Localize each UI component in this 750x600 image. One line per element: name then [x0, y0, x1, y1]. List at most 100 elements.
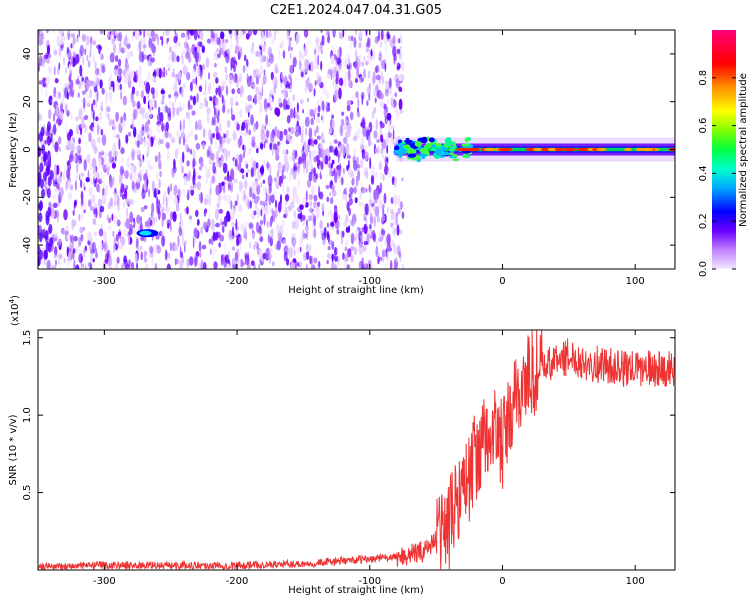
heatmap-speckle: [202, 142, 205, 150]
heatmap-speckle: [247, 30, 253, 37]
heatmap-speckle: [343, 71, 348, 81]
heatmap-speckle: [383, 107, 388, 119]
heatmap-speckle: [281, 71, 285, 81]
heatmap-speckle: [326, 74, 332, 79]
heatmap-speckle: [395, 108, 400, 120]
heatmap-speckle: [176, 55, 180, 63]
heatmap-speckle: [268, 106, 273, 111]
heatmap-speckle: [80, 263, 85, 268]
heatmap-speckle: [326, 30, 329, 37]
heatmap-speckle: [353, 186, 357, 195]
heatmap-speckle: [192, 148, 196, 160]
heatmap-speckle: [381, 149, 386, 160]
heatmap-speckle: [165, 141, 170, 149]
signal-onset-speckle: [401, 141, 406, 145]
heatmap-speckle: [77, 75, 79, 80]
signal-onset-speckle: [404, 139, 413, 144]
heatmap-speckle: [216, 113, 220, 123]
heatmap-speckle: [119, 83, 123, 91]
heatmap-speckle: [57, 175, 62, 184]
heatmap-speckle: [199, 30, 204, 41]
heatmap-speckle: [339, 124, 344, 137]
heatmap-speckle: [59, 147, 61, 152]
snr-frame: [37, 329, 676, 571]
heatmap-speckle: [330, 209, 332, 216]
heatmap-speckle: [332, 76, 335, 88]
heatmap-speckle: [350, 232, 355, 245]
heatmap-speckle: [185, 51, 190, 60]
heatmap-speckle: [80, 127, 83, 136]
heatmap-speckle: [78, 49, 83, 59]
heatmap-speckle: [280, 40, 284, 49]
heatmap-speckle: [130, 148, 136, 158]
heatmap-speckle: [229, 96, 234, 108]
heatmap-speckle: [143, 95, 147, 105]
heatmap-speckle: [107, 204, 110, 210]
heatmap-speckle: [244, 252, 247, 260]
heatmap-speckle: [193, 30, 198, 41]
heatmap-speckle: [124, 187, 128, 200]
heatmap-speckle: [157, 36, 159, 46]
heatmap-speckle: [91, 103, 94, 112]
heatmap-speckle: [93, 40, 96, 46]
heatmap-speckle: [314, 48, 317, 56]
heatmap-speckle: [181, 165, 184, 174]
heatmap-speckle: [377, 231, 382, 240]
heatmap-speckle: [266, 55, 269, 66]
heatmap-speckle: [226, 263, 231, 269]
heatmap-speckle: [214, 162, 220, 168]
heatmap-speckle: [188, 56, 192, 63]
heatmap-speckle: [140, 251, 144, 261]
heatmap-speckle: [313, 88, 316, 97]
heatmap-speckle: [44, 230, 49, 241]
heatmap-speckle: [181, 231, 184, 244]
heatmap-speckle: [53, 47, 57, 57]
heatmap-speckle: [177, 235, 180, 247]
heatmap-speckle: [326, 259, 329, 265]
heatmap-speckle: [159, 170, 162, 178]
heatmap-speckle: [267, 174, 273, 187]
heatmap-speckle: [151, 180, 155, 192]
heatmap-speckle: [331, 119, 336, 130]
heatmap-speckle: [333, 211, 338, 224]
heatmap-speckle: [156, 171, 159, 180]
heatmap-speckle: [71, 243, 74, 250]
heatmap-speckle: [380, 30, 384, 41]
heatmap-speckle: [87, 230, 92, 242]
heatmap-speckle: [243, 128, 247, 135]
heatmap-speckle: [274, 63, 279, 74]
heatmap-speckle: [70, 33, 76, 38]
heatmap-speckle: [392, 128, 395, 140]
heatmap-speckle: [56, 241, 62, 247]
heatmap-speckle: [107, 225, 112, 231]
heatmap-speckle: [303, 46, 308, 57]
heatmap-speckle: [380, 172, 383, 180]
heatmap-speckle: [362, 245, 367, 251]
heatmap-speckle: [118, 68, 123, 76]
heatmap-speckle: [49, 170, 54, 180]
heatmap-speckle: [371, 55, 376, 61]
heatmap-speckle: [231, 114, 236, 121]
heatmap-speckle: [326, 222, 329, 228]
heatmap-speckle: [256, 184, 261, 196]
signal-onset-speckle: [403, 144, 411, 149]
heatmap-speckle: [346, 104, 351, 112]
heatmap-speckle: [108, 118, 113, 127]
heatmap-speckle: [345, 226, 351, 233]
heatmap-speckle: [239, 130, 244, 136]
heatmap-speckle: [374, 189, 380, 200]
heatmap-speckle: [289, 64, 294, 75]
signal-hot-streak: [624, 147, 632, 152]
heatmap-speckle: [263, 69, 266, 76]
heatmap-speckle: [59, 30, 64, 37]
heatmap-speckle: [109, 176, 113, 188]
heatmap-speckle: [361, 61, 364, 67]
heatmap-speckle: [38, 30, 41, 35]
heatmap-speckle: [290, 46, 293, 51]
x-tick-label: 0: [499, 576, 505, 587]
heatmap-speckle: [184, 239, 187, 245]
heatmap-speckle: [156, 187, 159, 196]
heatmap-speckle: [203, 261, 207, 269]
heatmap-speckle: [156, 196, 159, 206]
heatmap-speckle: [288, 246, 294, 259]
